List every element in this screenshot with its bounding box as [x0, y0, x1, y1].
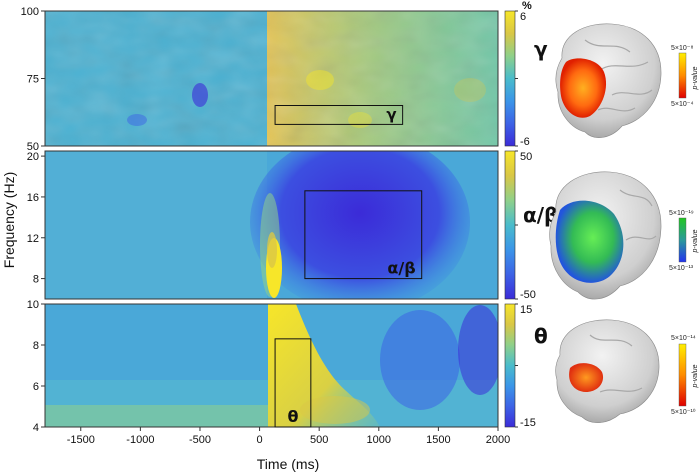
- colorbar-tick-label: -50: [520, 289, 536, 301]
- colorbar-unit: %: [522, 0, 532, 12]
- colorbar-tick-label: -15: [520, 417, 536, 429]
- heatmap-alpha-beta: [45, 151, 498, 299]
- x-tick-label: 1500: [426, 434, 450, 446]
- colorbar-ticks-gamma: 6 -6: [515, 10, 530, 148]
- y-tick-label: 75: [27, 74, 39, 86]
- pvalue-bottom-theta: 5×10⁻¹⁰: [671, 408, 696, 416]
- pvalue-bottom-gamma: 5×10⁻⁴: [671, 101, 693, 108]
- y-tick-label: 8: [33, 340, 39, 352]
- y-tick-label: 20: [27, 151, 39, 163]
- y-tick-label: 12: [27, 233, 39, 245]
- y-tick-label: 100: [21, 6, 39, 18]
- pvalue-scale-theta: [678, 343, 687, 407]
- pvalue-top-alpha-beta: 5×10⁻¹⁹: [669, 210, 694, 217]
- colorbar-ticks-alpha-beta: 50 -50: [515, 150, 536, 301]
- pvalue-scale-alpha-beta: [678, 217, 687, 263]
- brain-render-gamma: [555, 23, 662, 138]
- x-tick-label: -1000: [126, 434, 154, 446]
- y-tick-label: 8: [33, 274, 39, 286]
- brain-render-theta: [555, 319, 660, 423]
- band-label-theta: θ: [534, 324, 548, 348]
- x-tick-label: -1500: [67, 434, 95, 446]
- roi-box-theta: [274, 338, 312, 428]
- x-tick-label: 1000: [367, 434, 391, 446]
- colorbar-tick-label: 50: [520, 151, 532, 163]
- y-tick-label: 16: [27, 192, 39, 204]
- pvalue-top-gamma: 5×10⁻⁸: [671, 45, 693, 52]
- roi-box-alpha-beta: [304, 190, 423, 280]
- y-tick-label: 6: [33, 381, 39, 393]
- y-tick-label: 50: [27, 141, 39, 153]
- roi-box-gamma: [274, 105, 404, 125]
- plot-frame: [44, 150, 499, 300]
- panel-gamma: γ 50 75 100 % 6 -6 γ 5×10⁻⁸ 5×10⁻⁴ p-value: [21, 0, 699, 153]
- colorbar-theta: [504, 303, 516, 428]
- brain-render-alpha-beta: [549, 171, 662, 300]
- x-tick-label: 0: [257, 434, 263, 446]
- band-label-gamma: γ: [534, 37, 548, 61]
- y-ticks-alpha-beta: 8 12 16 20: [27, 151, 45, 286]
- colorbar-ticks-theta: 15 -15: [515, 303, 536, 429]
- roi-label-alpha-beta: α/β: [387, 259, 415, 278]
- roi-label-gamma: γ: [386, 105, 396, 123]
- pvalue-top-theta: 5×10⁻¹⁴: [671, 335, 696, 342]
- colorbar-tick-label: -6: [520, 136, 530, 148]
- pvalue-bottom-alpha-beta: 5×10⁻¹³: [669, 265, 694, 272]
- x-axis-label: Time (ms): [257, 456, 319, 472]
- pvalue-scale-gamma: [678, 52, 687, 99]
- x-tick-label: 2000: [486, 434, 510, 446]
- colorbar-tick-label: 15: [520, 304, 532, 316]
- x-tick-label: -500: [189, 434, 211, 446]
- panel-theta: θ 4 6 8 10 -1500 -1000 -500 0 500 1000 1500 2000 1…: [27, 299, 699, 446]
- pvalue-label-theta: p-value: [692, 364, 699, 388]
- colorbar-alpha-beta: [504, 150, 516, 300]
- roi-label-theta: θ: [287, 407, 298, 426]
- plot-frame: [44, 303, 499, 428]
- pvalue-label-gamma: p-value: [692, 66, 699, 90]
- colorbar-tick-label: 6: [520, 11, 526, 23]
- heatmap-theta: [45, 304, 498, 427]
- heatmap-gamma: [45, 11, 498, 146]
- y-ticks-theta: 4 6 8 10: [27, 299, 45, 434]
- y-axis-label: Frequency (Hz): [1, 172, 17, 268]
- y-ticks-gamma: 50 75 100: [21, 6, 45, 153]
- y-tick-label: 4: [33, 422, 39, 434]
- y-tick-label: 10: [27, 299, 39, 311]
- x-ticks: -1500 -1000 -500 0 500 1000 1500 2000: [67, 427, 510, 446]
- x-tick-label: 500: [310, 434, 328, 446]
- pvalue-label-alpha-beta: p-value: [692, 229, 699, 253]
- colorbar-gamma: [504, 10, 516, 147]
